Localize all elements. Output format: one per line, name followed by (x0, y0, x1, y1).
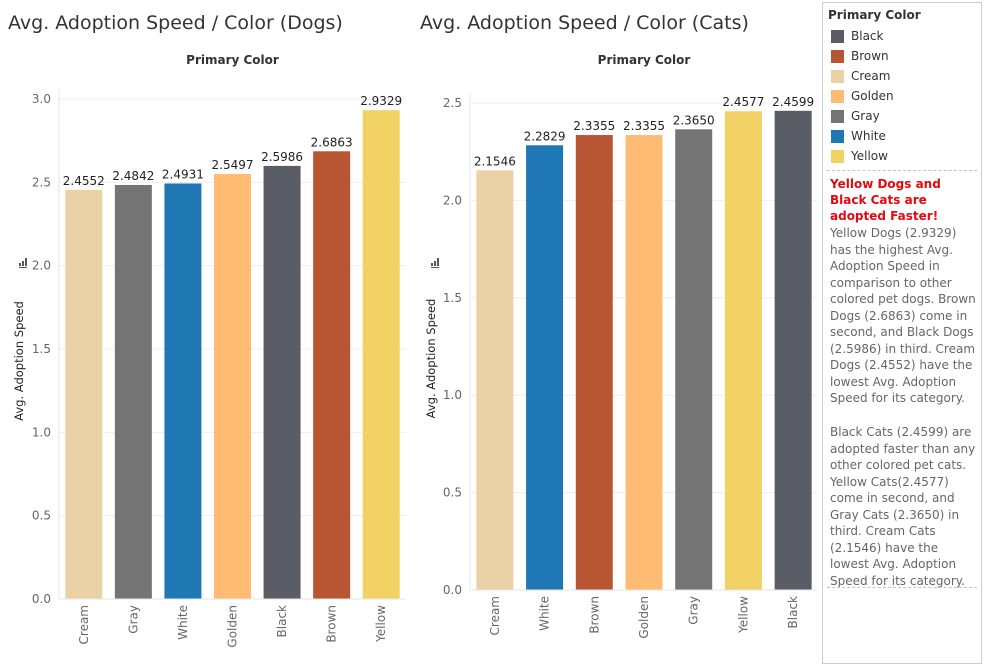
bar-yellow[interactable] (724, 111, 762, 590)
bar-value-label: 2.1546 (474, 154, 516, 168)
legend-panel: Primary Color Black Brown Cream Golden Gray W… (822, 2, 982, 664)
bar-value-label: 2.4599 (772, 95, 814, 109)
y-axis-title: Avg. Adoption Speed (424, 299, 438, 419)
bar-golden[interactable] (625, 135, 663, 590)
highlight-note: Yellow Dogs and Black Cats are adopted F… (830, 177, 941, 223)
x-tick-label: Black (786, 596, 800, 629)
y-tick-label: 0.5 (443, 486, 462, 500)
divider (827, 170, 977, 171)
y-tick-label: 2.0 (443, 193, 462, 207)
bar-value-label: 2.5497 (212, 158, 254, 172)
legend-swatch (831, 29, 844, 43)
y-tick-label: 0.0 (443, 583, 462, 597)
legend-swatch (831, 89, 844, 103)
y-tick-label: 1.0 (32, 425, 51, 439)
bar-value-label: 2.3355 (573, 119, 615, 133)
x-tick-label: Black (275, 605, 289, 638)
y-tick-label: 1.5 (32, 342, 51, 356)
x-tick-label: Gray (126, 605, 140, 634)
x-tick-label: Yellow (736, 596, 750, 634)
legend-item-brown[interactable]: Brown (831, 47, 889, 65)
bar-brown[interactable] (575, 135, 613, 590)
cats-bar-chart: Primary Color 0.0 0.5 1.0 1.5 2.0 2.5 Avg. Adop… (424, 53, 818, 639)
bar-cream[interactable] (65, 189, 103, 600)
column-header: Primary Color (186, 53, 279, 67)
y-tick-label: 2.5 (443, 96, 462, 110)
bar-golden[interactable] (214, 174, 251, 600)
y-tick-label: 2.0 (32, 259, 51, 273)
bar-brown[interactable] (313, 151, 351, 600)
legend-title: Primary Color (828, 8, 921, 22)
bar-value-label: 2.4931 (162, 167, 204, 181)
bar-black[interactable] (263, 165, 301, 599)
bar-value-label: 2.3355 (623, 119, 665, 133)
bar-cream[interactable] (476, 170, 514, 590)
bar-value-label: 2.4842 (112, 169, 154, 183)
cats-summary-text: Black Cats (2.4599) are adopted faster t… (830, 425, 976, 588)
legend-item-black[interactable]: Black (831, 27, 883, 45)
bar-value-label: 2.6863 (311, 135, 353, 149)
bar-gray[interactable] (114, 184, 152, 599)
sort-icon[interactable] (19, 258, 27, 268)
x-tick-label: Brown (325, 605, 339, 643)
y-axis-title: Avg. Adoption Speed (12, 301, 26, 421)
legend-label: Gray (851, 109, 880, 123)
dogs-chart-title: Avg. Adoption Speed / Color (Dogs) (8, 12, 343, 34)
divider (827, 587, 977, 588)
x-tick-label: White (538, 596, 552, 631)
bar-value-label: 2.9329 (360, 94, 402, 108)
y-tick-label: 0.5 (32, 509, 51, 523)
dogs-bar-chart: Primary Color 0.0 0.5 1.0 1.5 2.0 2.5 3.0 Avg. A… (12, 53, 406, 648)
bar-value-label: 2.3650 (673, 113, 715, 127)
x-tick-label: Golden (226, 605, 240, 648)
x-tick-label: Cream (488, 596, 502, 635)
legend-label: Cream (851, 69, 891, 83)
bar-yellow[interactable] (362, 110, 400, 599)
bar-value-label: 2.4577 (722, 95, 764, 109)
column-header: Primary Color (598, 53, 691, 67)
dogs-summary-text: Yellow Dogs (2.9329) has the highest Avg… (830, 226, 976, 405)
y-tick-label: 1.0 (443, 388, 462, 402)
legend-item-yellow[interactable]: Yellow (831, 147, 888, 165)
x-tick-label: Yellow (374, 605, 388, 643)
legend-label: Yellow (851, 149, 888, 163)
bar-gray[interactable] (675, 129, 713, 590)
legend-label: Black (851, 29, 884, 43)
legend-label: Brown (851, 49, 889, 63)
legend-label: White (851, 129, 886, 143)
bar-white[interactable] (526, 145, 564, 590)
legend-label: Golden (851, 89, 894, 103)
legend-item-gray[interactable]: Gray (831, 107, 880, 125)
y-tick-label: 3.0 (32, 92, 51, 106)
cats-chart-title: Avg. Adoption Speed / Color (Cats) (420, 12, 749, 34)
x-tick-label: Cream (77, 605, 91, 644)
x-tick-label: Brown (587, 596, 601, 634)
x-tick-label: Golden (637, 596, 651, 639)
y-tick-label: 2.5 (32, 175, 51, 189)
legend-item-golden[interactable]: Golden (831, 87, 894, 105)
x-tick-label: White (176, 605, 190, 640)
bar-value-label: 2.4552 (63, 174, 105, 188)
legend-item-cream[interactable]: Cream (831, 67, 890, 85)
legend-swatch (831, 49, 844, 63)
legend-swatch (831, 69, 844, 83)
sort-icon[interactable] (431, 258, 439, 268)
bar-value-label: 2.5986 (261, 150, 303, 164)
y-tick-label: 1.5 (443, 291, 462, 305)
y-tick-label: 0.0 (32, 592, 51, 606)
legend-item-white[interactable]: White (831, 127, 886, 145)
legend-swatch (831, 129, 844, 143)
bar-white[interactable] (164, 183, 202, 599)
legend-swatch (831, 109, 844, 123)
x-tick-label: Gray (687, 596, 701, 625)
bar-value-label: 2.2829 (524, 129, 566, 143)
legend-swatch (831, 149, 844, 163)
bar-black[interactable] (774, 110, 812, 591)
